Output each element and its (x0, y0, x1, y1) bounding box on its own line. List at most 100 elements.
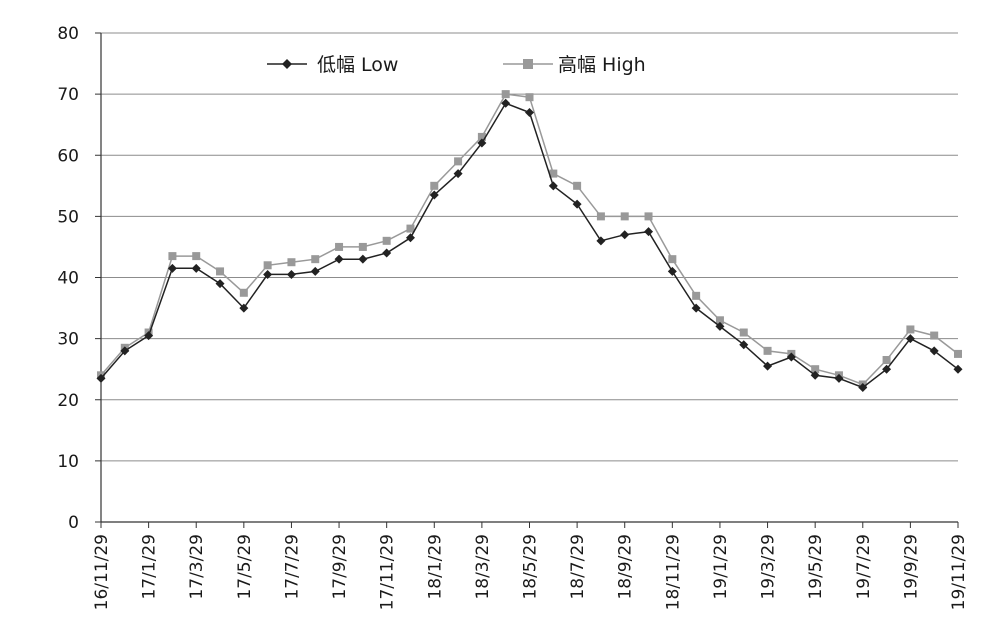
grid-lines (101, 32, 958, 462)
data-point (596, 212, 605, 221)
data-point (811, 365, 820, 374)
data-point (192, 252, 201, 261)
data-point (406, 224, 415, 233)
x-tick-label: 18/3/29 (473, 534, 493, 600)
data-point (905, 334, 915, 344)
data-point (882, 356, 891, 365)
x-tick-label: 19/1/29 (711, 534, 731, 600)
legend-label-high: 高幅 High (558, 54, 646, 76)
data-point (287, 258, 296, 267)
x-tick-label: 18/7/29 (568, 534, 588, 600)
x-axis-ticks: 16/11/29 17/1/29 17/3/29 17/5/29 17/7/29 17/9… (92, 522, 969, 610)
data-point (644, 227, 654, 237)
data-point (620, 212, 629, 221)
data-point (763, 361, 773, 371)
data-point (335, 242, 344, 251)
y-tick-label: 60 (57, 146, 79, 166)
data-point (430, 181, 439, 190)
x-tick-label: 17/5/29 (235, 534, 255, 600)
data-point (454, 157, 463, 166)
x-tick-label: 18/1/29 (425, 534, 445, 600)
x-tick-label: 18/9/29 (616, 534, 636, 600)
y-tick-label: 40 (57, 269, 79, 289)
legend-label-low: 低幅 Low (317, 54, 398, 76)
series-high (97, 90, 962, 389)
data-point (501, 90, 510, 99)
data-point (358, 242, 367, 251)
x-tick-label: 17/3/29 (187, 534, 207, 600)
y-tick-label: 20 (57, 391, 79, 411)
series-line (100, 93, 959, 386)
data-point (382, 248, 392, 258)
data-point (216, 267, 225, 276)
data-point (572, 199, 582, 209)
x-tick-label: 19/11/29 (949, 534, 969, 610)
x-tick-label: 17/11/29 (378, 534, 398, 610)
x-tick-label: 19/3/29 (759, 534, 779, 600)
data-point (954, 349, 962, 358)
data-point (786, 352, 796, 362)
data-point (739, 340, 749, 350)
legend-marker-high (523, 59, 533, 69)
data-point (311, 255, 320, 264)
data-point (168, 252, 177, 261)
data-point (715, 321, 725, 331)
x-tick-label: 17/1/29 (140, 534, 160, 600)
data-point (953, 364, 963, 374)
data-point (644, 212, 653, 221)
data-point (215, 279, 225, 289)
data-point (692, 291, 701, 300)
data-point (668, 255, 677, 264)
data-point (906, 325, 915, 334)
data-point (477, 132, 486, 141)
y-tick-label: 80 (57, 24, 79, 44)
series-layer (96, 90, 963, 393)
data-point (429, 190, 439, 200)
data-point (620, 230, 630, 240)
series-line (100, 102, 959, 389)
data-point (191, 263, 201, 273)
data-point (263, 269, 273, 279)
data-point (501, 98, 511, 108)
x-tick-label: 16/11/29 (92, 534, 112, 610)
y-tick-label: 10 (57, 452, 79, 472)
data-point (263, 261, 272, 270)
x-tick-label: 19/7/29 (854, 534, 874, 600)
data-point (882, 364, 892, 374)
data-point (763, 346, 772, 355)
y-tick-label: 50 (57, 207, 79, 227)
data-point (334, 254, 344, 264)
data-point (239, 303, 249, 313)
data-point (691, 303, 701, 313)
data-point (930, 331, 939, 340)
data-point (382, 236, 391, 245)
data-point (453, 169, 463, 179)
data-point (573, 181, 582, 190)
data-point (144, 331, 154, 341)
data-point (167, 263, 177, 273)
data-point (310, 266, 320, 276)
data-point (834, 373, 844, 383)
data-point (549, 169, 558, 178)
data-point (858, 383, 868, 393)
data-point (525, 107, 534, 117)
x-tick-label: 18/5/29 (521, 534, 541, 600)
series-low (96, 98, 963, 393)
data-point (548, 181, 558, 191)
legend: 低幅 Low 高幅 High (267, 54, 646, 76)
data-point (96, 373, 106, 383)
data-point (286, 269, 296, 279)
data-point (596, 236, 606, 246)
data-point (239, 288, 248, 297)
data-point (358, 254, 368, 264)
y-tick-label: 30 (57, 330, 79, 350)
data-point (525, 93, 534, 102)
data-point (477, 138, 487, 148)
data-point (667, 266, 677, 276)
x-tick-label: 17/9/29 (330, 534, 350, 600)
y-tick-label: 70 (57, 85, 79, 105)
data-point (739, 328, 748, 337)
data-point (120, 346, 130, 356)
x-tick-label: 19/9/29 (901, 534, 921, 600)
